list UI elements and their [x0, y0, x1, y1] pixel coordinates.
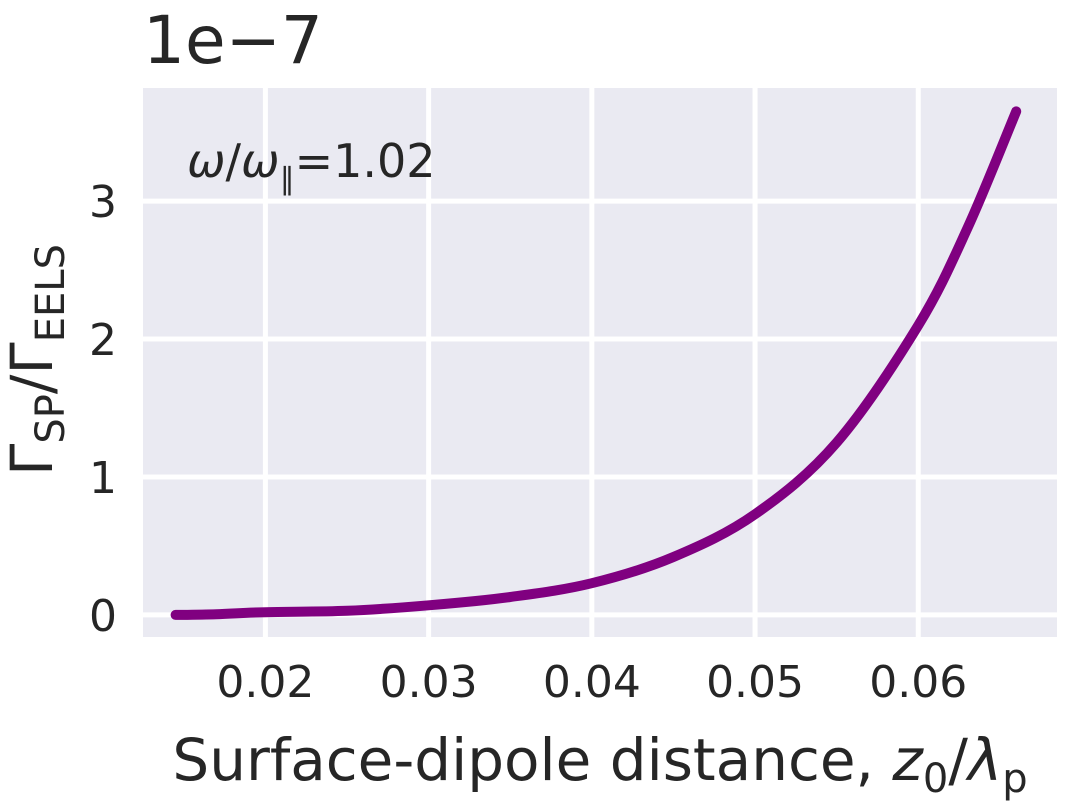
annotation-omega-par: ω — [241, 134, 280, 188]
x-axis-label-var: z — [891, 726, 924, 794]
x-axis-label: Surface-dipole distance, z0/λp — [172, 726, 1027, 802]
x-tick-label: 0.03 — [380, 657, 478, 708]
x-tick-labels: 0.02 0.03 0.04 0.05 0.06 — [216, 657, 967, 708]
y-tick-label: 3 — [89, 177, 117, 228]
y-tick-label: 1 — [89, 453, 117, 504]
x-tick-label: 0.04 — [543, 657, 641, 708]
x-tick-label: 0.05 — [706, 657, 804, 708]
annotation: ω/ω∥=1.02 — [187, 134, 436, 197]
x-axis-label-lambda: λ — [965, 726, 1002, 794]
annotation-value: =1.02 — [295, 134, 436, 188]
x-axis-label-lambda-sub: p — [1002, 756, 1027, 802]
x-axis-label-slash: / — [948, 726, 968, 794]
x-axis-label-var-sub: 0 — [923, 756, 948, 802]
y-axis-label-gamma-sp: Γ — [0, 444, 66, 476]
grid — [143, 88, 1057, 637]
y-axis-label-slash: / — [0, 374, 66, 394]
y-tick-labels: 0 1 2 3 — [89, 177, 117, 642]
annotation-omega: ω — [187, 134, 226, 188]
plot-area — [143, 88, 1057, 637]
x-tick-label: 0.06 — [869, 657, 967, 708]
x-tick-label: 0.02 — [216, 657, 314, 708]
y-axis-label-sub-sp: SP — [28, 394, 74, 444]
y-tick-label: 2 — [89, 315, 117, 366]
annotation-slash: / — [226, 134, 242, 188]
offset-label: 1e−7 — [143, 2, 323, 79]
y-axis-label-sub-eels: EELS — [28, 244, 74, 342]
annotation-par-subscript: ∥ — [280, 162, 295, 197]
y-tick-label: 0 — [89, 591, 117, 642]
series-layer — [170, 106, 1022, 620]
series-line — [170, 106, 1022, 620]
y-axis-label: ΓSP/ΓEELS — [0, 244, 74, 476]
x-axis-label-text: Surface-dipole distance, — [172, 726, 892, 794]
y-axis-label-gamma-eels: Γ — [0, 342, 66, 374]
